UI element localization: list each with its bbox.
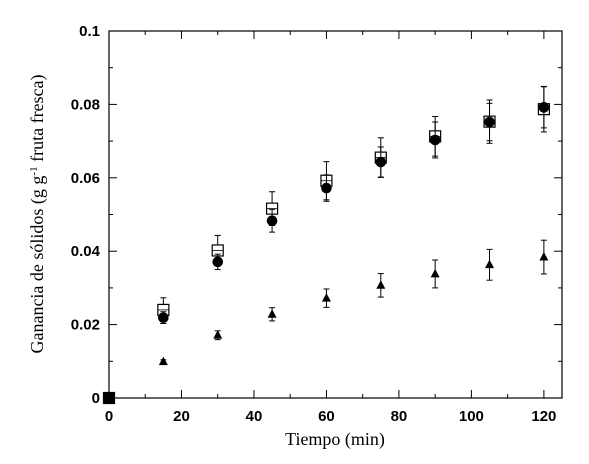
data-point-circle — [538, 102, 550, 113]
x-axis-label: Tiempo (min) — [285, 429, 385, 450]
data-point-circle — [429, 134, 441, 146]
x-tick-label: 20 — [173, 408, 190, 425]
x-tick-label: 40 — [246, 408, 263, 425]
series-triangle-filled — [104, 239, 549, 402]
y-tick-label: 0.08 — [71, 96, 100, 113]
y-tick-label: 0 — [92, 390, 100, 407]
axis-ticks — [108, 30, 562, 399]
data-point-circle — [266, 215, 278, 227]
plot-frame — [108, 30, 563, 399]
data-point-triangle — [267, 309, 277, 318]
x-tick-label: 60 — [318, 408, 335, 425]
y-axis-label-superscript: -1 — [28, 166, 40, 175]
data-point-triangle — [539, 251, 549, 261]
data-point-circle — [158, 312, 169, 323]
y-tick-label: 0.06 — [71, 170, 100, 187]
y-tick-label: 0.04 — [71, 243, 101, 260]
x-tick-label: 100 — [459, 408, 484, 425]
data-point-triangle — [376, 280, 386, 289]
y-axis-label: Ganancia de sólidos (g g-1 fruta fresca) — [27, 74, 48, 353]
data-marks — [102, 85, 550, 405]
data-point-circle — [484, 116, 495, 128]
data-point-triangle — [430, 268, 440, 278]
y-tick-labels: 0 0.02 0.04 0.06 0.08 0.1 — [71, 23, 101, 407]
x-tick-label: 80 — [391, 408, 408, 425]
data-point-triangle — [321, 293, 331, 302]
series-circle-filled — [103, 86, 550, 404]
data-point-circle — [375, 156, 387, 168]
data-point-circle — [212, 256, 224, 268]
data-point-triangle — [213, 330, 223, 339]
x-tick-label: 0 — [105, 408, 113, 425]
data-point-triangle — [104, 392, 114, 402]
y-tick-label: 0.02 — [71, 317, 100, 334]
x-tick-label: 120 — [531, 408, 556, 425]
y-axis-label-prefix: Ganancia de sólidos (g g — [27, 176, 48, 354]
series-square-open — [102, 85, 550, 405]
data-point-triangle — [158, 356, 168, 366]
data-point-triangle — [485, 259, 495, 269]
y-tick-label: 0.1 — [79, 23, 100, 40]
x-tick-labels: 0 20 40 60 80 100 120 — [105, 408, 557, 425]
data-point-circle — [321, 182, 332, 194]
y-axis-label-suffix: fruta fresca) — [27, 74, 48, 166]
